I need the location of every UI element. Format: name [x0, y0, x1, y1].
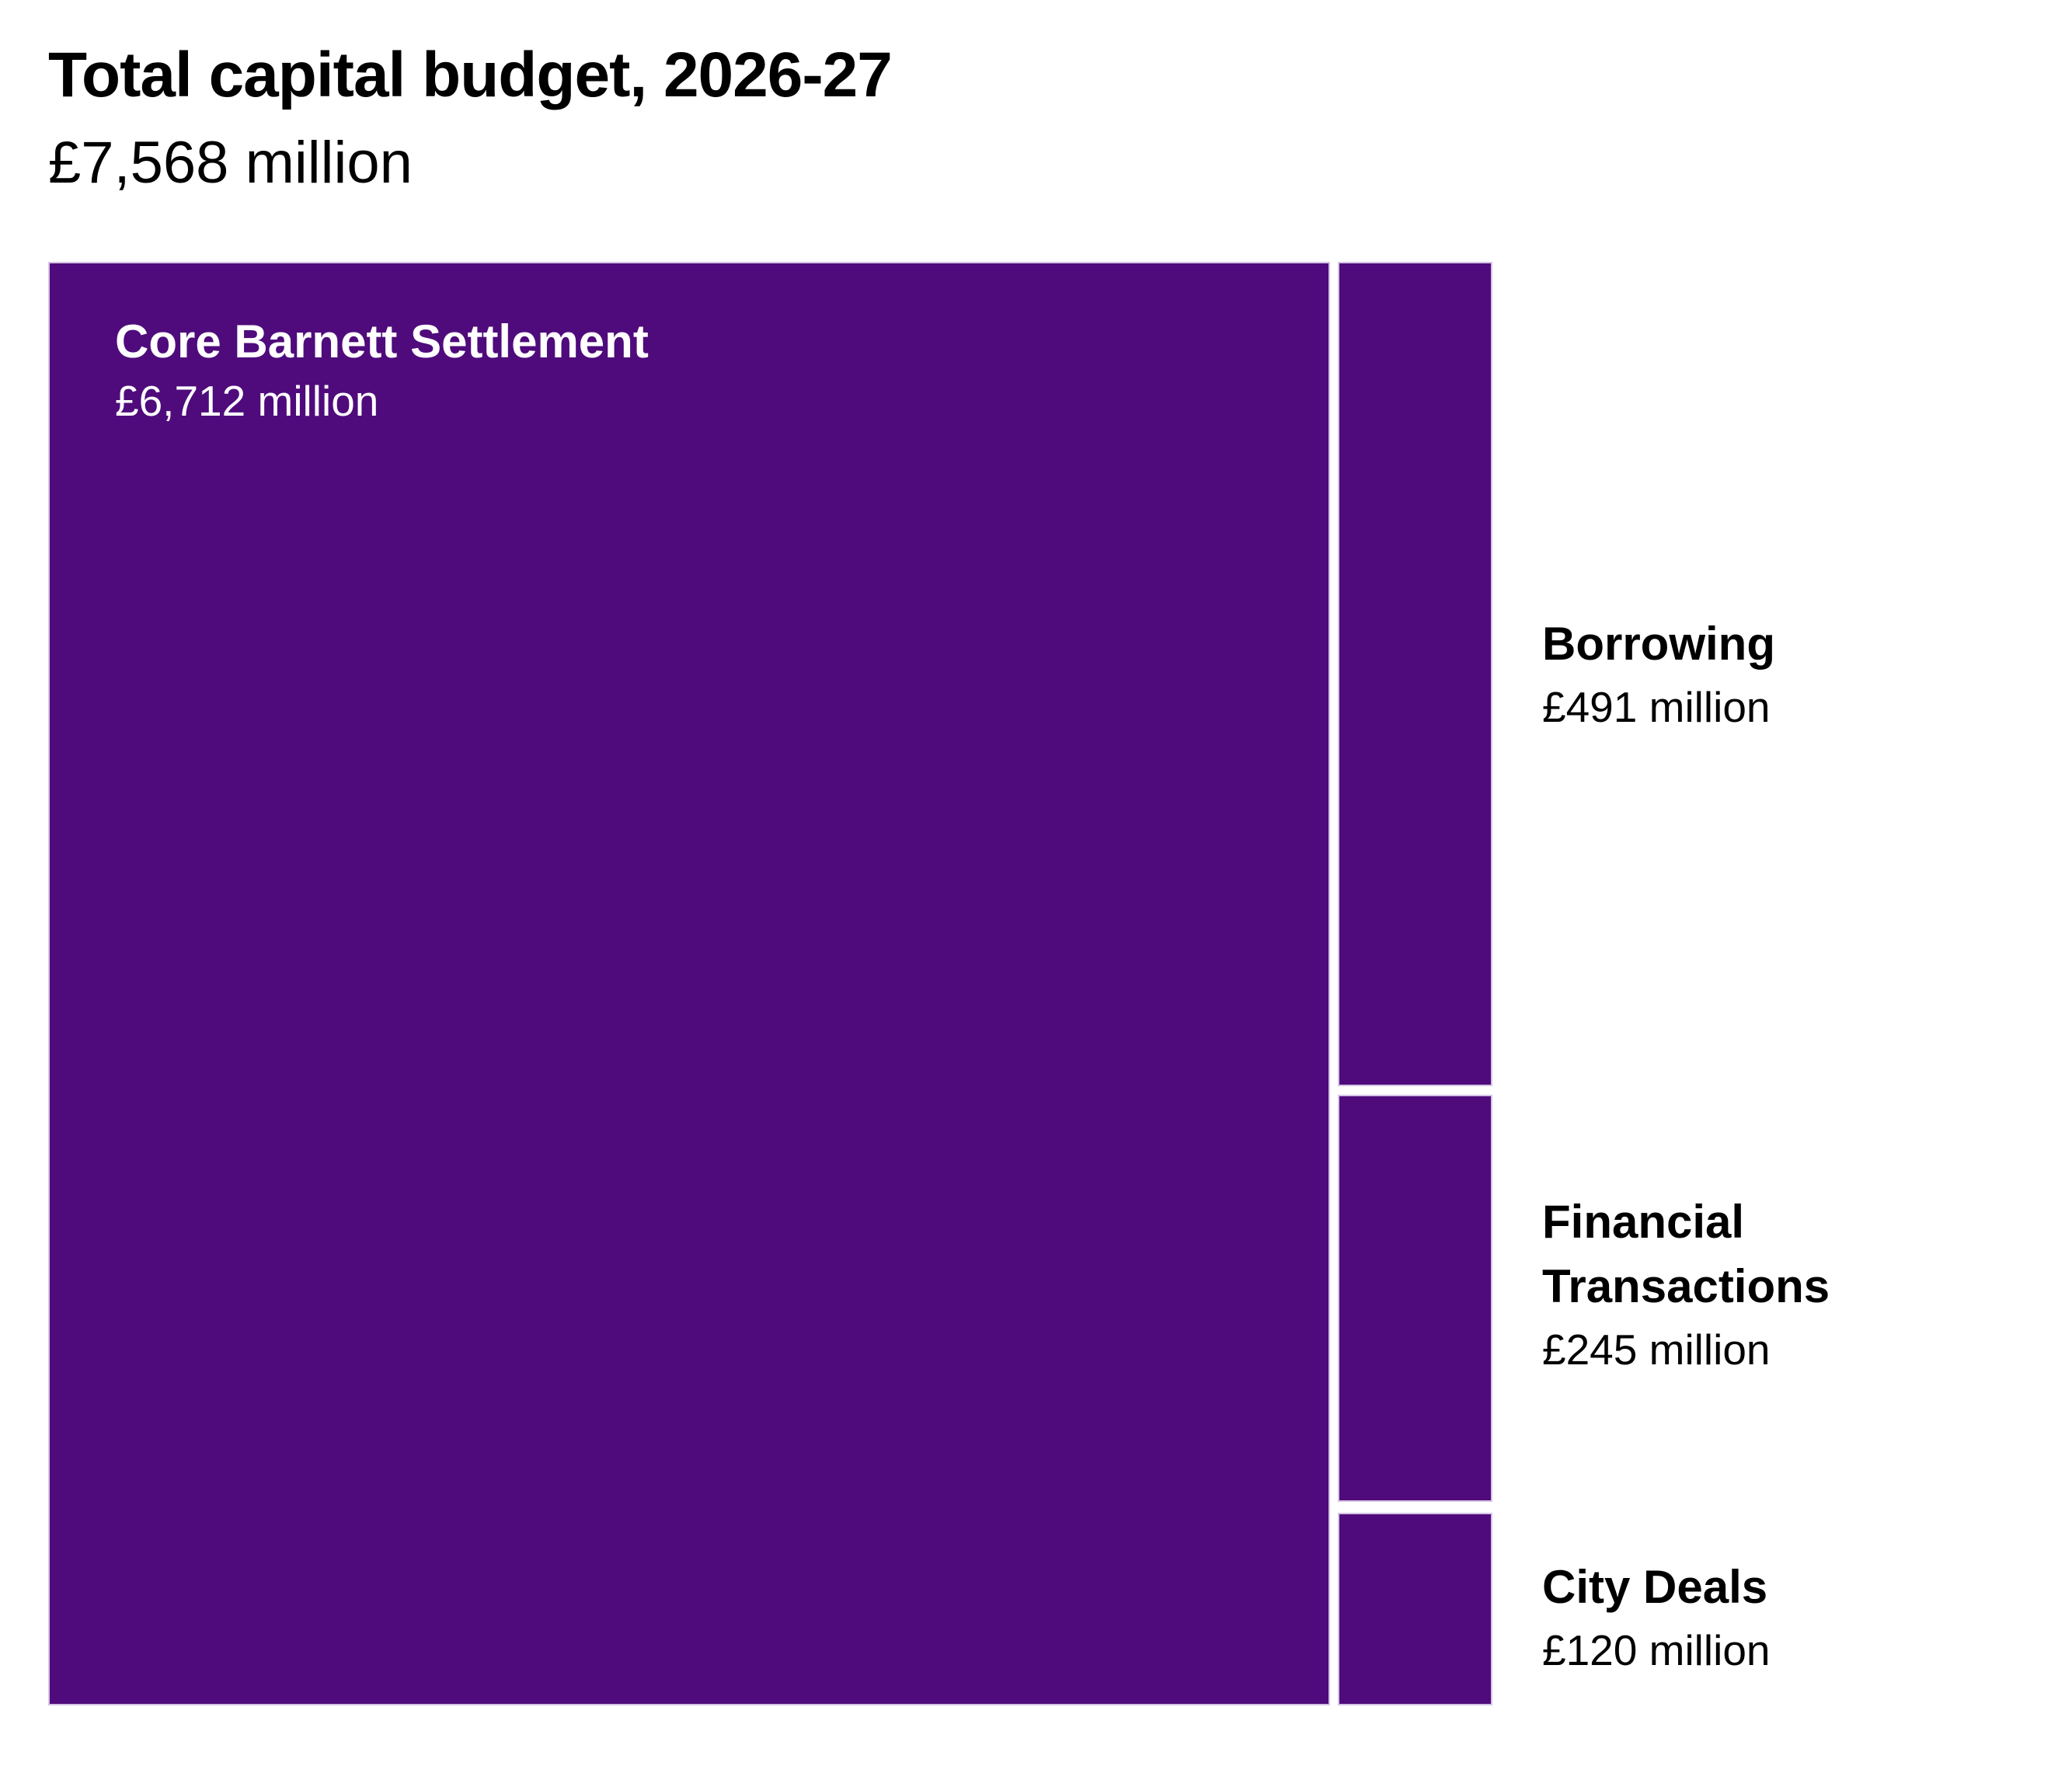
segment-value: £6,712 million — [115, 377, 379, 425]
treemap: Core Barnett Settlement £6,712 million — [48, 262, 1492, 1705]
side-label-city-deals: City Deals £120 million — [1542, 1555, 1915, 1681]
segment-value: £120 million — [1542, 1625, 1771, 1674]
segment-value: £245 million — [1542, 1325, 1771, 1374]
treemap-cell-city-deals — [1338, 1513, 1492, 1705]
treemap-cell-financial-transactions — [1338, 1095, 1492, 1502]
side-label-borrowing: Borrowing £491 million — [1542, 612, 1915, 737]
segment-value: £491 million — [1542, 682, 1771, 731]
treemap-cell-borrowing — [1338, 262, 1492, 1086]
segment-name: Borrowing — [1542, 618, 1775, 670]
segment-name: Core Barnett Settlement — [115, 315, 649, 368]
chart-title: Total capital budget, 2026-27 — [48, 40, 893, 110]
cell-label-core-barnett-settlement: Core Barnett Settlement £6,712 million — [115, 312, 649, 430]
side-label-financial-transactions: Financial Transactions £245 million — [1542, 1190, 1915, 1380]
treemap-cell-core-barnett-settlement: Core Barnett Settlement £6,712 million — [48, 262, 1330, 1705]
chart-total-value: £7,568 million — [48, 130, 413, 196]
segment-name: Financial Transactions — [1542, 1196, 1830, 1312]
segment-name: City Deals — [1542, 1561, 1768, 1613]
